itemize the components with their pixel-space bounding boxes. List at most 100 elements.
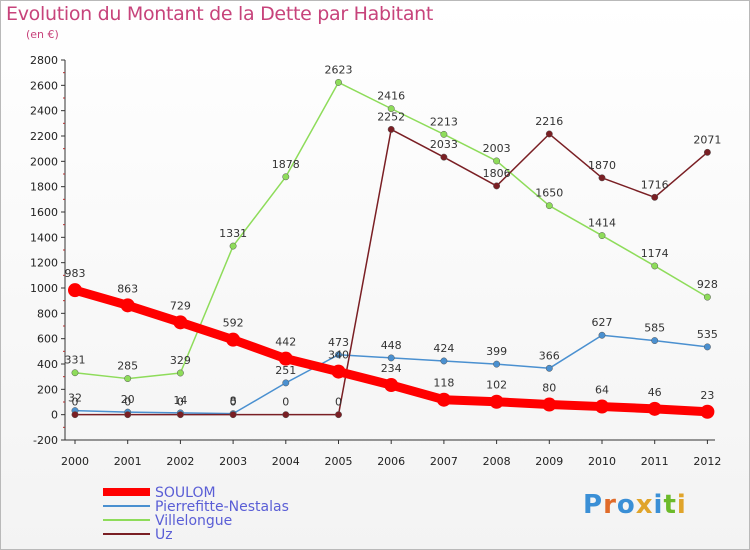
logo-letter: o [616,490,636,520]
data-label: 0 [335,396,342,409]
data-point [493,360,501,368]
data-label: 0 [282,396,289,409]
data-label: 863 [117,282,138,295]
chart-subtitle: (en €) [26,28,59,41]
logo-letter: x [635,490,654,520]
data-point [545,364,553,372]
data-point [335,411,342,419]
data-point [703,343,711,351]
x-tick-label: 2001 [114,455,142,468]
y-tick-label: 800 [37,307,58,320]
data-label: 46 [648,386,662,399]
data-point [387,354,395,362]
logo-letter: t [663,490,677,520]
data-label: 2033 [430,138,458,151]
data-label: 234 [381,362,402,375]
data-label: 14 [173,394,187,407]
x-tick-label: 2011 [641,455,669,468]
data-label: 2216 [535,115,563,128]
data-label: 1870 [588,159,616,172]
logo-letter: i [676,490,687,520]
data-point [703,293,711,301]
data-label: 0 [230,396,237,409]
x-tick-label: 2003 [219,455,247,468]
data-point [124,375,132,383]
data-label: 1716 [641,178,669,191]
x-tick-label: 2006 [377,455,405,468]
y-tick-label: 1200 [30,257,58,270]
data-point [647,401,662,416]
data-label: 331 [65,354,86,367]
data-label: 448 [381,339,402,352]
data-label: 285 [117,360,138,373]
data-label: 366 [539,349,560,362]
data-point [493,157,501,165]
data-point [545,202,553,210]
data-point [282,173,290,181]
data-label: 340 [328,349,349,362]
data-label: 535 [697,328,718,341]
data-point [545,130,553,138]
data-point [440,130,448,138]
data-point [229,411,237,419]
y-tick-label: 1800 [30,181,58,194]
data-point [68,283,82,298]
y-tick-label: 1600 [30,206,58,219]
data-label: 80 [542,382,556,395]
data-point [703,148,711,156]
legend-label: SOULOM [155,485,216,501]
data-point [651,193,659,201]
data-point [226,332,241,347]
data-point [331,364,346,379]
y-tick-label: 1000 [30,282,58,295]
data-point [598,331,606,339]
legend-label: Pierrefitte-Nestalas [155,499,289,515]
data-label: 102 [486,379,507,392]
x-tick-label: 2009 [535,455,563,468]
data-point [335,78,342,86]
logo-letter: i [653,490,664,520]
y-tick-label: -200 [33,434,58,447]
y-tick-label: 2000 [30,155,58,168]
y-tick-label: 600 [37,333,58,346]
data-point [651,262,659,270]
data-label: 0 [124,396,131,409]
data-point [651,337,659,345]
data-point [598,174,606,182]
data-label: 0 [72,396,79,409]
data-point [700,404,715,419]
x-tick-label: 2012 [693,455,721,468]
logo-letter: P [583,490,604,520]
chart-title: Evolution du Montant de la Dette par Hab… [6,3,434,25]
data-label: 729 [170,299,191,312]
data-point [384,378,399,393]
y-tick-label: 2400 [30,105,58,118]
data-label: 8 [230,395,237,408]
x-tick-label: 2000 [61,455,89,468]
y-tick-label: 400 [37,358,58,371]
data-label: 251 [275,364,296,377]
data-label: 585 [644,322,665,335]
data-label: 118 [433,377,454,390]
legend-label: Villelongue [155,513,232,529]
y-tick-label: 2800 [30,54,58,67]
data-label: 23 [700,389,714,402]
x-tick-label: 2010 [588,455,616,468]
data-point [598,232,606,240]
data-label: 627 [592,316,613,329]
data-label: 20 [121,393,135,406]
data-point [173,315,188,330]
data-point [71,411,79,419]
data-point [440,153,448,161]
data-label: 1414 [588,217,616,230]
data-point [440,357,448,365]
data-label: 2213 [430,115,458,128]
y-tick-label: 0 [51,409,58,422]
data-label: 0 [177,396,184,409]
proxiti-logo: Proxiti [583,490,687,520]
data-point [542,397,557,412]
y-tick-label: 200 [37,383,58,396]
data-label: 1878 [272,158,300,171]
